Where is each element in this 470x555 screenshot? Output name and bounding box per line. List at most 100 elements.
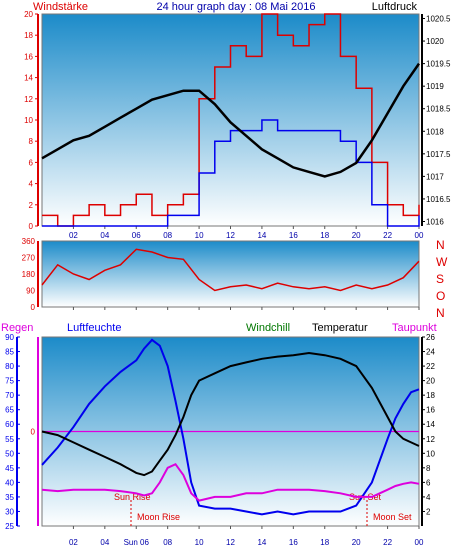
humidity-tick-label: 45	[5, 464, 14, 473]
compass-label-o: O	[436, 289, 445, 303]
top-x-tick-label: 20	[352, 231, 361, 240]
bottom-x-tick-label: 08	[163, 538, 172, 547]
humidity-tick-label: 60	[5, 420, 14, 429]
pressure-tick-label: 1020	[426, 37, 444, 46]
wind-direction-panel	[41, 240, 420, 308]
pressure-tick-label: 1017	[426, 172, 444, 181]
wind-tick-label: 0	[29, 222, 34, 231]
top-x-tick-label: 16	[289, 231, 298, 240]
humidity-line	[41, 338, 420, 516]
pressure-tick-label: 1016	[426, 217, 444, 226]
wind-speed-line	[42, 119, 420, 227]
humidity-tick-label: 70	[5, 391, 14, 400]
compass-label-n-bottom: N	[436, 306, 445, 320]
bottom-x-tick-label: 20	[352, 538, 361, 547]
wind-direction-line	[41, 248, 420, 292]
temperature-tick-label: 16	[426, 406, 435, 415]
humidity-tick-label: 85	[5, 348, 14, 357]
top-x-tick-label: 12	[226, 231, 235, 240]
top-x-tick-label: 14	[257, 231, 266, 240]
bottom-x-tick-label: 12	[226, 538, 235, 547]
temperature-tick-label: 24	[426, 348, 435, 357]
temperature-tick-label: 14	[426, 420, 435, 429]
top-x-tick-label: 22	[383, 231, 392, 240]
humidity-tick-label: 55	[5, 435, 14, 444]
compass-label-w: W	[436, 255, 448, 269]
temperature-tick-label: 26	[426, 333, 435, 342]
temperature-tick-label: 10	[426, 449, 435, 458]
bottom-x-tick-label: 04	[100, 538, 109, 547]
wind-tick-label: 18	[24, 31, 33, 40]
top-x-tick-label: 18	[320, 231, 329, 240]
humidity-tick-label: 50	[5, 449, 14, 458]
pressure-tick-label: 1017.5	[426, 150, 451, 159]
humidity-tick-label: 35	[5, 493, 14, 502]
humidity-tick-label: 65	[5, 406, 14, 415]
humidity-tick-label: 40	[5, 478, 14, 487]
top-x-tick-label: 06	[132, 231, 141, 240]
bottom-x-tick-label: 00	[415, 538, 424, 547]
top-x-tick-label: 04	[100, 231, 109, 240]
temperature-tick-label: 8	[426, 464, 431, 473]
top-x-tick-label: 10	[195, 231, 204, 240]
dewpoint-label: Taupunkt	[392, 322, 437, 334]
pressure-tick-label: 1019.5	[426, 60, 451, 69]
top-x-tick-label: 02	[69, 231, 78, 240]
bottom-x-tick-label: 14	[257, 538, 266, 547]
temperature-line	[41, 351, 420, 477]
temperature-tick-label: 6	[426, 478, 431, 487]
bottom-x-tick-label: 22	[383, 538, 392, 547]
pressure-tick-label: 1016.5	[426, 195, 451, 204]
wind-tick-label: 8	[29, 137, 34, 146]
compass-label-n-top: N	[436, 238, 445, 252]
top-x-tick-label: 00	[415, 231, 424, 240]
direction-tick-label: 180	[22, 270, 36, 279]
top-x-tick-label: 08	[163, 231, 172, 240]
dewpoint-line	[41, 462, 420, 502]
direction-tick-label: 360	[22, 237, 36, 246]
humidity-tick-label: 80	[5, 362, 14, 371]
temperature-tick-label: 2	[426, 507, 431, 516]
wind-gust-line	[42, 13, 420, 227]
windchill-label: Windchill	[246, 322, 290, 334]
pressure-tick-label: 1020.5	[426, 15, 451, 24]
wind-tick-label: 4	[29, 180, 34, 189]
wind-axis-title: Windstärke	[33, 1, 88, 13]
pressure-tick-label: 1018.5	[426, 105, 451, 114]
wind-tick-label: 16	[24, 52, 33, 61]
bottom-x-tick-label: 18	[320, 538, 329, 547]
temperature-label: Temperatur	[312, 322, 368, 334]
pressure-tick-label: 1019	[426, 82, 444, 91]
direction-tick-label: 90	[26, 287, 35, 296]
humidity-tick-label: 25	[5, 522, 14, 531]
chart-title: 24 hour graph day : 08 Mai 2016	[156, 1, 315, 13]
pressure-axis-title: Luftdruck	[372, 1, 418, 13]
moon-rise-label: Moon Rise	[137, 512, 180, 522]
temperature-tick-label: 22	[426, 362, 435, 371]
pressure-tick-label: 1018	[426, 127, 444, 136]
wind-tick-label: 20	[24, 10, 33, 19]
chart-marks: 0246810121416182010161016.510171017.5101…	[5, 10, 451, 547]
direction-tick-label: 0	[31, 303, 36, 312]
rain-label: Regen	[1, 322, 33, 334]
bottom-x-tick-label: 10	[195, 538, 204, 547]
temperature-tick-label: 4	[426, 493, 431, 502]
wind-tick-label: 10	[24, 116, 33, 125]
bottom-x-tick-label: 16	[289, 538, 298, 547]
humidity-tick-label: 75	[5, 377, 14, 386]
wind-tick-label: 12	[24, 95, 33, 104]
sun-rise-label: Sun Rise	[114, 492, 151, 502]
humidity-tick-label: 90	[5, 333, 14, 342]
pressure-line	[41, 62, 421, 178]
temperature-tick-label: 20	[426, 377, 435, 386]
rain-tick-label: 0	[31, 428, 36, 437]
temperature-tick-label: 18	[426, 391, 435, 400]
humidity-tick-label: 30	[5, 507, 14, 516]
bottom-x-tick-label: 02	[69, 538, 78, 547]
bottom-x-tick-label: Sun 06	[124, 538, 150, 547]
wind-tick-label: 2	[29, 201, 34, 210]
temperature-tick-label: 12	[426, 435, 435, 444]
direction-tick-label: 270	[22, 254, 36, 263]
humidity-label: Luftfeuchte	[67, 322, 121, 334]
